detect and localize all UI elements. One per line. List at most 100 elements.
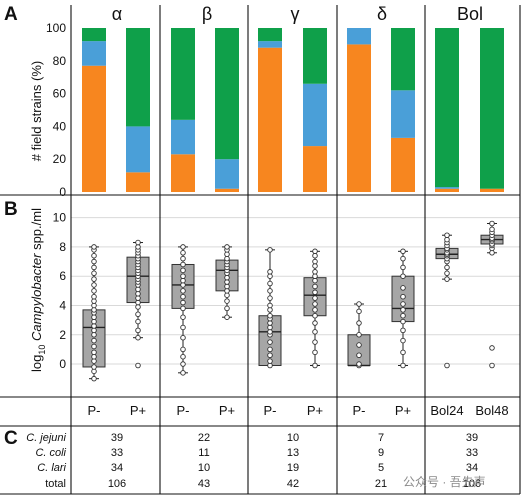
- data-point: [312, 307, 318, 313]
- data-point: [267, 302, 273, 309]
- table-cell: 22: [198, 432, 210, 444]
- panel-b-ytick: 4: [59, 298, 66, 312]
- data-point: [180, 305, 186, 312]
- data-point: [267, 358, 273, 364]
- table-row-label: total: [45, 478, 66, 490]
- x-category-label: P+: [395, 403, 411, 418]
- data-point: [312, 312, 318, 319]
- data-point: [91, 258, 97, 265]
- data-point: [180, 277, 186, 284]
- data-point: [489, 345, 495, 351]
- data-point: [180, 282, 186, 288]
- data-point: [91, 364, 97, 370]
- x-category-label: Bol48: [475, 403, 508, 418]
- data-point: [135, 311, 141, 318]
- data-point: [135, 295, 141, 301]
- table-cell: 34: [466, 462, 478, 474]
- data-point: [135, 304, 141, 310]
- data-point: [312, 258, 318, 265]
- bar-segment-blue: [303, 83, 327, 147]
- x-category-label: P-: [177, 403, 190, 418]
- bar-segment-green: [171, 28, 195, 120]
- data-point: [400, 327, 406, 334]
- panel-a-ytick: 100: [46, 21, 66, 35]
- data-point: [180, 346, 186, 353]
- data-point: [444, 276, 450, 282]
- bar-segment-blue: [435, 187, 459, 189]
- data-point: [224, 251, 230, 257]
- panel-b-ylabel-unit: spp./ml: [29, 208, 44, 254]
- panel-b-ylabel-log: log: [29, 355, 44, 372]
- data-point: [356, 332, 362, 338]
- table-cell: 34: [111, 462, 123, 474]
- data-point: [400, 312, 406, 319]
- axis-ticks: 0 20 40 60 80 100 0 2 4 6 8 10: [46, 21, 66, 371]
- data-point: [312, 248, 318, 255]
- x-category-label: P-: [264, 403, 277, 418]
- data-point: [91, 332, 97, 338]
- data-point: [267, 269, 273, 275]
- data-point: [312, 329, 318, 335]
- data-point: [444, 270, 450, 277]
- data-point: [91, 375, 97, 382]
- data-point: [356, 361, 362, 367]
- x-category-label: Bol24: [430, 403, 463, 418]
- data-point: [312, 277, 318, 284]
- data-point: [312, 339, 318, 345]
- table-row-label: C. coli: [35, 447, 66, 459]
- panel-a-ytick: 80: [53, 54, 67, 68]
- table-cell: 19: [287, 462, 299, 474]
- bar-segment-orange: [391, 137, 415, 192]
- data-point: [91, 307, 97, 313]
- x-category-label: P+: [219, 403, 235, 418]
- data-point: [224, 244, 230, 250]
- data-point: [400, 264, 406, 271]
- data-point: [180, 370, 186, 376]
- data-point: [312, 349, 318, 356]
- data-point: [91, 343, 97, 350]
- data-point: [180, 255, 186, 262]
- data-point: [356, 301, 362, 307]
- bar-segment-blue: [215, 159, 239, 189]
- data-point: [91, 327, 97, 334]
- panel-a-ytick: 40: [53, 119, 67, 133]
- strain-count-table: C. jejuni 39 22 10 7 39 C. coli 33 11 13 9 33 C. lar…: [26, 432, 481, 490]
- x-category-label: P-: [353, 403, 366, 418]
- data-point: [180, 361, 186, 367]
- panel-b-ylabel-sub: 10: [37, 345, 47, 355]
- bar-segment-orange: [82, 65, 106, 192]
- data-point: [91, 288, 97, 294]
- data-point: [135, 291, 141, 297]
- data-point: [312, 269, 318, 275]
- table-cell: 5: [378, 462, 384, 474]
- data-point: [91, 252, 97, 259]
- data-point: [312, 289, 318, 296]
- group-header-beta: β: [202, 4, 212, 24]
- data-point: [489, 250, 495, 256]
- bar-segment-green: [303, 28, 327, 84]
- data-point: [224, 274, 230, 281]
- data-point: [180, 267, 186, 274]
- bar-segment-green: [480, 28, 504, 189]
- data-point: [267, 346, 273, 353]
- table-cell: 7: [378, 432, 384, 444]
- bar-segment-orange: [215, 188, 239, 192]
- data-point: [267, 288, 273, 294]
- data-point: [91, 282, 97, 288]
- panel-a-ytick: 0: [59, 185, 66, 199]
- data-point: [180, 244, 186, 250]
- data-point: [91, 244, 97, 250]
- data-point: [444, 236, 450, 243]
- panel-b-ylabel-genus: Campylobacter: [29, 253, 44, 341]
- group-headers: α β γ δ Bol: [112, 4, 483, 24]
- x-category-label: P+: [130, 403, 146, 418]
- bar-segment-orange: [171, 154, 195, 192]
- bar-segment-blue: [391, 90, 415, 138]
- bar-segment-blue: [82, 41, 106, 66]
- data-point: [444, 232, 450, 238]
- bar-segment-orange: [480, 188, 504, 192]
- data-point: [91, 314, 97, 320]
- table-cell: 43: [198, 478, 210, 490]
- panel-letter-a: A: [4, 4, 18, 25]
